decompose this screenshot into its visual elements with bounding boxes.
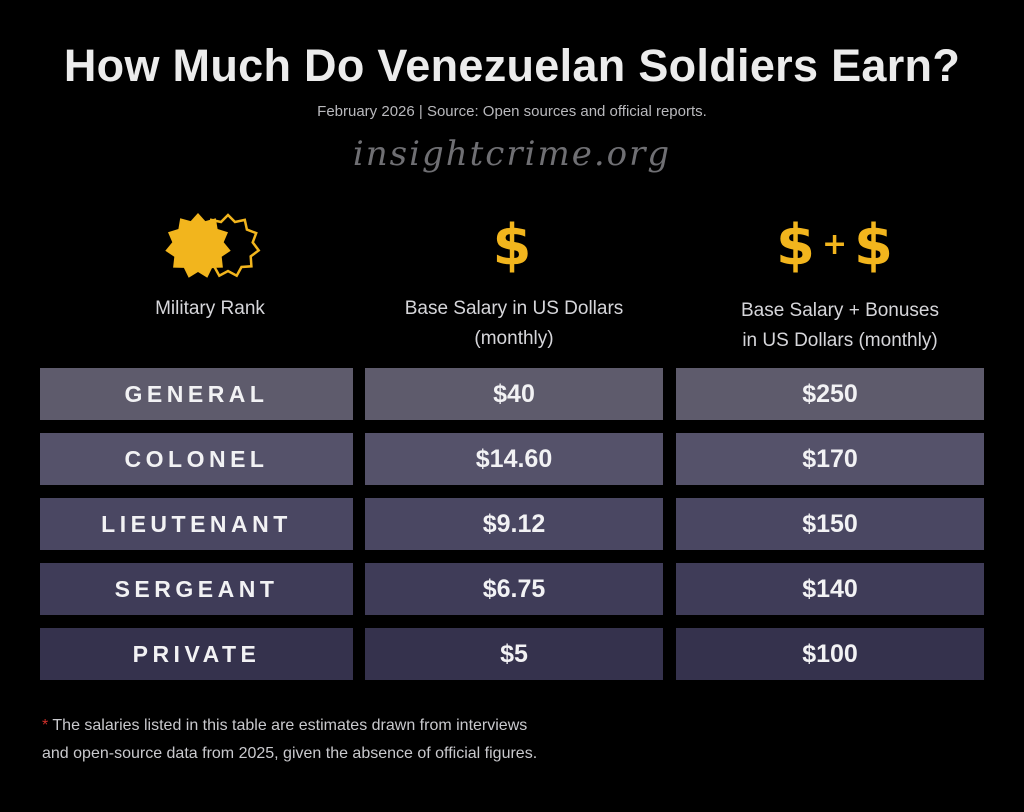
bonus-salary-cell: $170	[676, 433, 984, 485]
column-header-rank-label: Military Rank	[155, 298, 265, 319]
column-header-rank: Military Rank	[80, 294, 340, 324]
footnote: * The salaries listed in this table are …	[42, 712, 662, 768]
bonus-salary-cell: $140	[676, 563, 984, 615]
rank-badge-icon	[165, 213, 261, 278]
footnote-line2: and open-source data from 2025, given th…	[42, 745, 538, 762]
dollar-icon: $	[776, 213, 815, 278]
column-header-base-line1: Base Salary in US Dollars	[404, 298, 624, 319]
rank-cell: COLONEL	[40, 433, 353, 485]
column-header-bonus: Base Salary + Bonuses in US Dollars (mon…	[690, 296, 990, 356]
page-title: How Much Do Venezuelan Soldiers Earn?	[63, 40, 961, 91]
subtitle: February 2026 | Source: Open sources and…	[317, 103, 707, 120]
base-salary-cell: $14.60	[365, 433, 663, 485]
rank-cell: LIEUTENANT	[40, 498, 353, 550]
column-header-bonus-line1: Base Salary + Bonuses	[740, 300, 940, 321]
footnote-asterisk: *	[42, 717, 49, 734]
rank-cell: SERGEANT	[40, 563, 353, 615]
base-salary-cell: $9.12	[365, 498, 663, 550]
plus-icon: +	[822, 227, 848, 262]
column-header-base-line2: (monthly)	[474, 328, 554, 349]
base-salary-cell: $6.75	[365, 563, 663, 615]
dollar-plus-dollar-icon: $ + $	[776, 216, 900, 280]
bonus-salary-cell: $100	[676, 628, 984, 680]
dollar-icon: $	[854, 213, 893, 278]
rank-cell: GENERAL	[40, 368, 353, 420]
footnote-line1: The salaries listed in this table are es…	[52, 717, 528, 734]
rank-cell: PRIVATE	[40, 628, 353, 680]
watermark: insightcrime.org	[352, 134, 672, 174]
dollar-icon: $	[492, 213, 532, 278]
column-header-bonus-line2: in US Dollars (monthly)	[742, 330, 938, 351]
column-header-base: Base Salary in US Dollars (monthly)	[364, 294, 664, 354]
base-salary-cell: $5	[365, 628, 663, 680]
bonus-salary-cell: $150	[676, 498, 984, 550]
base-salary-cell: $40	[365, 368, 663, 420]
bonus-salary-cell: $250	[676, 368, 984, 420]
